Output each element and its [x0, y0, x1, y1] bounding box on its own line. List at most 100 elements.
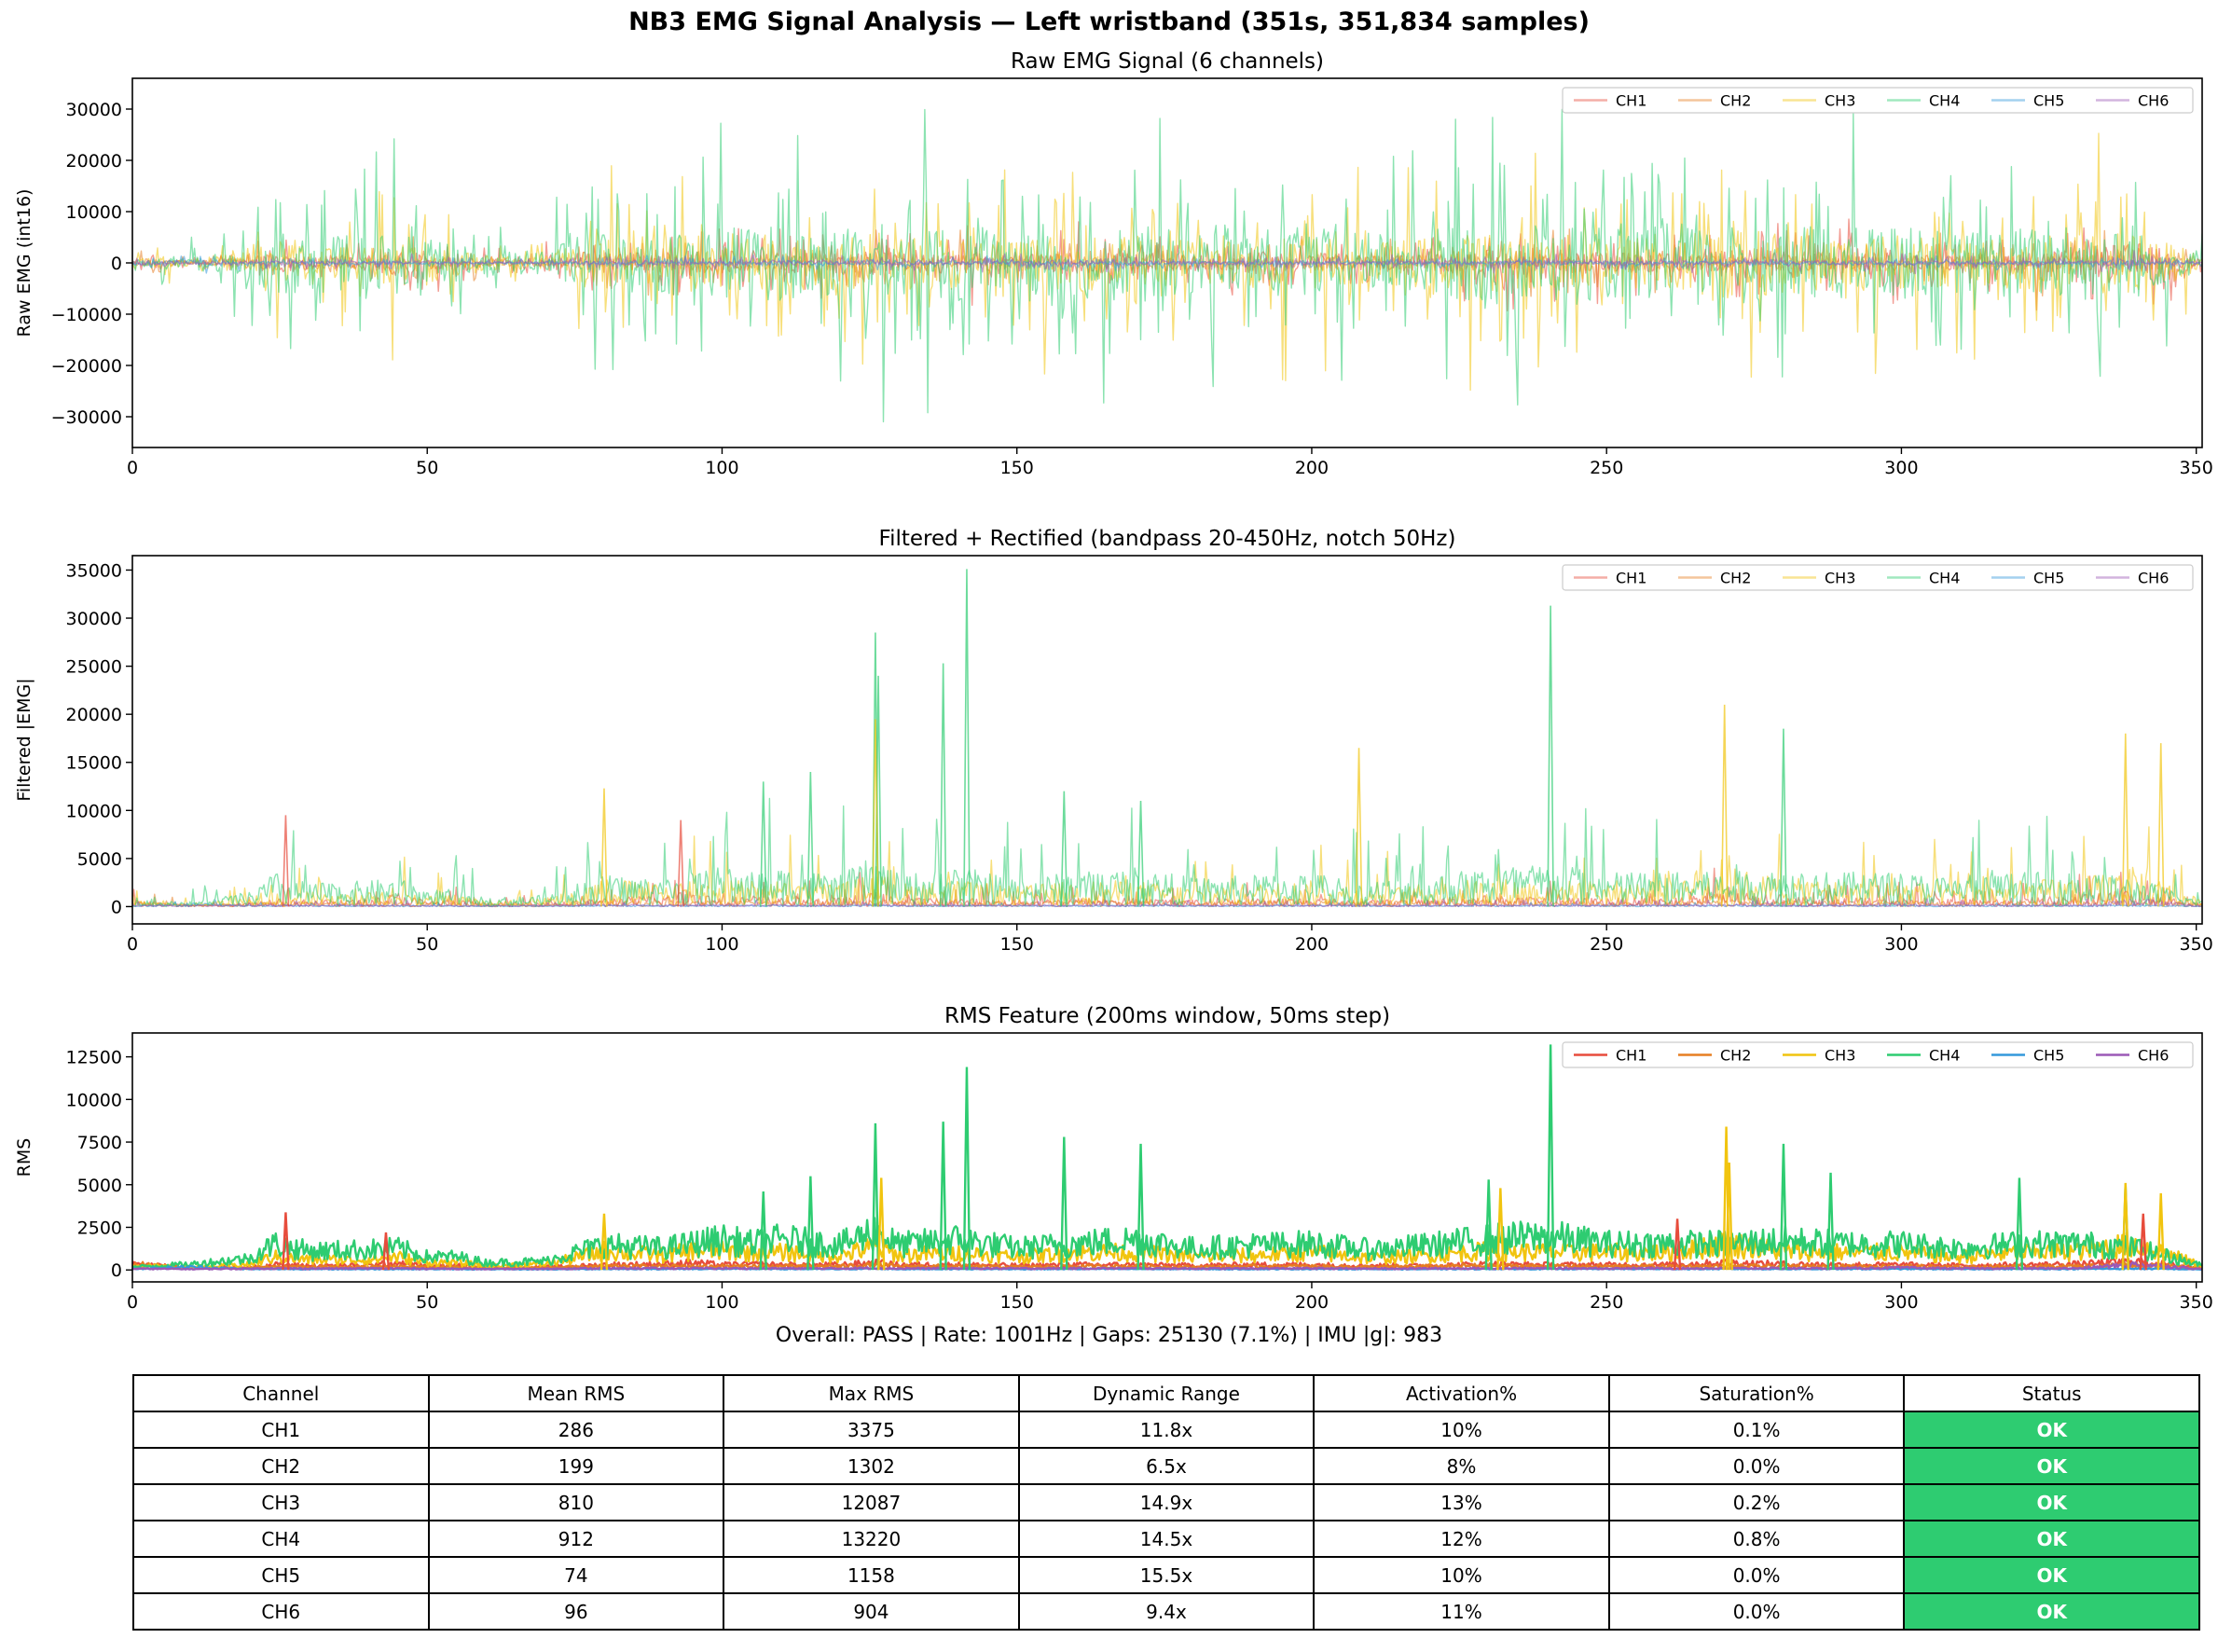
legend-label-ch5: CH5 [2033, 1047, 2064, 1065]
legend-label-ch6: CH6 [2138, 92, 2169, 110]
cell-channel: CH5 [132, 1556, 430, 1594]
axes-frame [131, 555, 2203, 925]
y-tick-label: 0 [111, 254, 122, 274]
series-group [132, 1044, 2202, 1271]
x-tick-label: 100 [705, 458, 738, 478]
panel-title: Raw EMG Signal (6 channels) [1011, 49, 1324, 74]
peak-ch4 [1484, 1179, 1493, 1271]
peak-ch3 [1355, 748, 1363, 907]
peak-ch4 [1137, 800, 1145, 907]
peak-ch3 [599, 1213, 609, 1271]
peak-ch4 [2015, 1177, 2024, 1271]
cell-activation: 11% [1313, 1592, 1610, 1631]
table-row: CH6 96 904 9.4x 11% 0.0% OK [132, 1592, 2200, 1631]
y-axis-label: Filtered |EMG| [14, 678, 34, 801]
table-row: CH3 810 12087 14.9x 13% 0.2% OK [132, 1483, 2200, 1521]
peak-ch4 [1779, 1143, 1788, 1271]
legend: CH1 CH2 CH3 CH4 CH5 CH6 [1562, 1041, 2194, 1068]
peak-ch4 [1060, 791, 1068, 907]
x-tick-label: 300 [1884, 458, 1918, 478]
x-tick-label: 0 [127, 458, 138, 478]
peak-ch3 [1720, 704, 1729, 907]
peak-ch4 [1137, 1143, 1145, 1271]
cell-activation: 10% [1313, 1411, 1610, 1449]
legend-box [1562, 564, 2194, 591]
legend-label-ch4: CH4 [1929, 570, 1960, 587]
peak-ch4 [1547, 605, 1554, 907]
x-tick-label: 350 [2180, 458, 2213, 478]
peak-ch1 [381, 1232, 391, 1271]
cell-status: OK [1903, 1556, 2200, 1594]
x-tick-label: 50 [416, 934, 438, 955]
y-tick-label: 5000 [77, 1176, 122, 1196]
panel-2: 0 50 100 150 200 250 300 350 0 5000 10000 15000 2000… [14, 527, 2213, 955]
peak-ch4 [963, 569, 971, 907]
x-tick-label: 200 [1295, 934, 1329, 955]
legend-label-ch1: CH1 [1616, 92, 1646, 110]
x-tick-label: 100 [705, 1292, 738, 1313]
peak-ch1 [282, 815, 290, 907]
cell-dynamic-range: 6.5x [1017, 1447, 1316, 1485]
peak-ch4 [806, 1176, 815, 1271]
legend-label-ch1: CH1 [1616, 1047, 1646, 1065]
x-tick-label: 150 [1000, 934, 1034, 955]
peak-ch4 [806, 772, 815, 907]
y-tick-label: 20000 [66, 151, 122, 172]
x-tick-label: 50 [416, 1292, 438, 1313]
cell-mean-rms: 74 [427, 1556, 725, 1594]
y-tick-label: 2500 [77, 1218, 122, 1238]
y-tick-label: 30000 [66, 100, 122, 120]
plots-area: 0 50 100 150 200 250 300 350 −30000 −20000 −10000 0… [14, 49, 2213, 1313]
peak-ch3 [1725, 1162, 1733, 1271]
table-row: CH1 286 3375 11.8x 10% 0.1% OK [132, 1411, 2200, 1449]
y-tick-label: 35000 [66, 560, 122, 581]
cell-status: OK [1903, 1483, 2200, 1521]
peak-ch4 [1060, 1136, 1068, 1271]
col-header-dynamic-range: Dynamic Range [1017, 1374, 1316, 1412]
peak-ch3 [872, 719, 879, 907]
cell-saturation: 0.2% [1607, 1483, 1906, 1521]
legend-label-ch3: CH3 [1825, 570, 1855, 587]
y-tick-label: −10000 [51, 305, 122, 325]
legend-label-ch4: CH4 [1929, 92, 1960, 110]
y-tick-label: 10000 [66, 202, 122, 223]
y-tick-label: 15000 [66, 753, 122, 774]
cell-saturation: 0.1% [1607, 1411, 1906, 1449]
y-tick-label: 10000 [66, 801, 122, 821]
cell-mean-rms: 96 [427, 1592, 725, 1631]
legend-box [1562, 87, 2194, 114]
peak-ch1 [677, 819, 685, 907]
y-tick-label: 5000 [77, 849, 122, 870]
x-tick-label: 0 [127, 1292, 138, 1313]
col-header-status: Status [1903, 1374, 2200, 1412]
cell-activation: 10% [1313, 1556, 1610, 1594]
cell-saturation: 0.8% [1607, 1520, 1906, 1558]
y-tick-label: −30000 [51, 407, 122, 428]
panel-1: 0 50 100 150 200 250 300 350 −30000 −20000 −10000 0… [14, 49, 2213, 478]
cell-channel: CH4 [132, 1520, 430, 1558]
cell-mean-rms: 286 [427, 1411, 725, 1449]
y-tick-label: 20000 [66, 705, 122, 725]
peak-ch4 [1826, 1172, 1835, 1271]
peak-ch4 [939, 663, 947, 907]
legend-box [1562, 1041, 2194, 1068]
cell-max-rms: 12087 [723, 1483, 1020, 1521]
table-row: CH2 199 1302 6.5x 8% 0.0% OK [132, 1447, 2200, 1485]
peak-ch3 [2156, 1192, 2165, 1271]
cell-max-rms: 3375 [723, 1411, 1020, 1449]
col-header-saturation: Saturation% [1607, 1374, 1906, 1412]
panel-title: RMS Feature (200ms window, 50ms step) [944, 1004, 1390, 1028]
y-axis-label: Raw EMG (int16) [14, 189, 34, 337]
y-tick-label: 7500 [77, 1133, 122, 1153]
legend-label-ch3: CH3 [1825, 1047, 1855, 1065]
legend-label-ch2: CH2 [1720, 92, 1751, 110]
panel-title: Filtered + Rectified (bandpass 20-450Hz,… [879, 527, 1456, 551]
peak-ch1 [282, 1212, 290, 1271]
series-ch6-line [132, 250, 2202, 275]
peak-ch1 [1673, 1218, 1682, 1271]
legend-label-ch1: CH1 [1616, 570, 1646, 587]
legend-label-ch2: CH2 [1720, 1047, 1751, 1065]
x-tick-label: 350 [2180, 934, 2213, 955]
peak-ch3 [877, 1177, 886, 1271]
summary-line: Overall: PASS | Rate: 1001Hz | Gaps: 251… [775, 1324, 1443, 1347]
